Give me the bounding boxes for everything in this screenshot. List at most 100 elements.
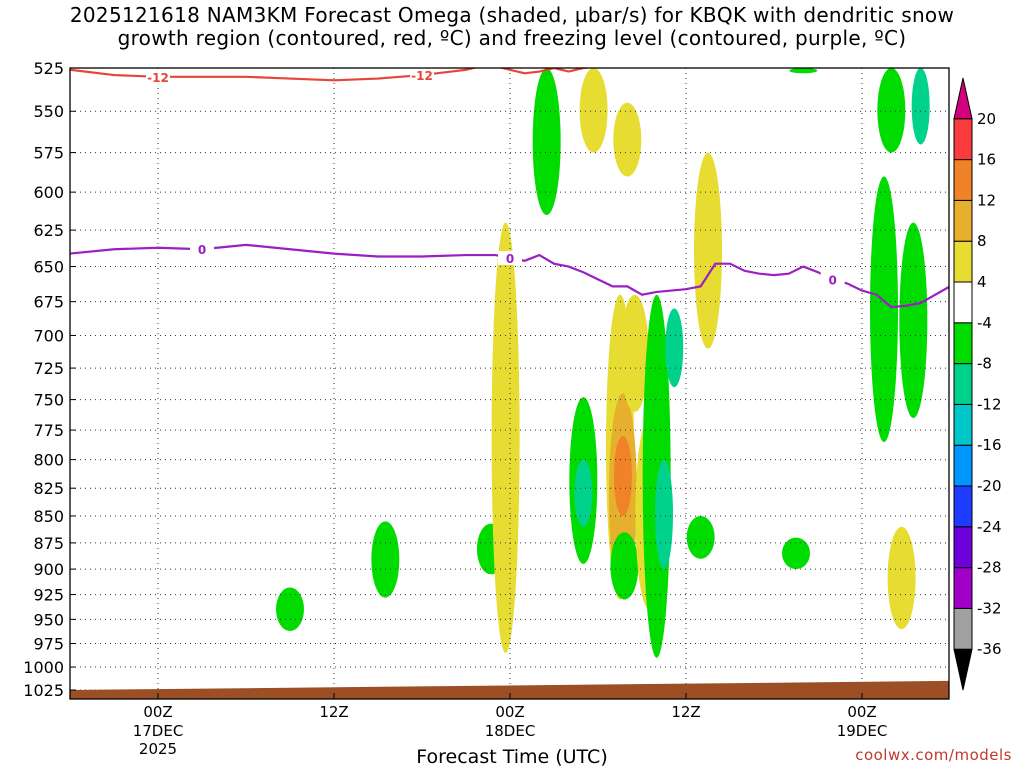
colorbar-label: -16 xyxy=(977,436,1002,454)
y-tick-label: 575 xyxy=(33,144,64,163)
omega-cell-17 xyxy=(665,308,684,388)
y-axis: 525 550 575 600 625 650 675 700 725 750 775 800 825 8… xyxy=(23,59,76,700)
contour-label-bg xyxy=(498,250,522,265)
contour-label-bg xyxy=(146,69,170,84)
grid xyxy=(70,68,949,699)
contour-label: 0 xyxy=(828,273,836,287)
y-tick-label: 700 xyxy=(33,326,64,345)
colorbar-swatch xyxy=(953,526,973,569)
colorbar-swatch xyxy=(953,240,973,283)
colorbar-swatch xyxy=(953,281,973,324)
y-tick-label: 850 xyxy=(33,507,64,526)
omega-cell-23 xyxy=(877,68,906,153)
contour-label: 0 xyxy=(506,252,514,266)
y-tick-label: 675 xyxy=(33,293,64,312)
colorbar-swatch xyxy=(953,199,973,242)
colorbar: -36 -32 -28 -24 -20 -16 -12 -8 -4 4 8 12 16 20 xyxy=(953,77,1002,691)
y-tick-label: 800 xyxy=(33,451,64,470)
title-line-1: 2025121618 NAM3KM Forecast Omega (shaded… xyxy=(69,3,955,27)
y-tick-label: 825 xyxy=(33,479,64,498)
x-tick-label: 12Z xyxy=(319,703,348,721)
contour-label: 0 xyxy=(198,243,206,257)
omega-cell-0 xyxy=(276,587,304,632)
omega-cell-18 xyxy=(686,515,715,559)
omega-cell-26 xyxy=(911,68,930,145)
contours: -12 -12 0 0 0 xyxy=(70,68,949,309)
terrain xyxy=(70,680,949,699)
omega-cell-3 xyxy=(491,222,520,653)
y-tick-label: 975 xyxy=(33,635,64,654)
contour-label-bg xyxy=(410,68,434,83)
omega-cell-22 xyxy=(870,176,898,442)
chart-title: 2025121618 NAM3KM Forecast Omega (shaded… xyxy=(0,4,1024,50)
omega-cell-10 xyxy=(613,436,632,516)
contour-label: -12 xyxy=(411,69,433,83)
title-line-2: growth region (contoured, red, ºC) and f… xyxy=(117,26,907,50)
colorbar-label: -24 xyxy=(977,518,1002,536)
omega-cell-21 xyxy=(789,68,818,74)
omega-cell-7 xyxy=(579,68,608,153)
y-tick-label: 550 xyxy=(33,102,64,121)
x-tick-label: 00Z xyxy=(495,703,524,721)
colorbar-label: 20 xyxy=(977,110,996,128)
colorbar-label: 12 xyxy=(977,191,996,209)
credit-link[interactable]: coolwx.com/models xyxy=(855,746,1012,764)
x-tick-year: 2025 xyxy=(139,740,177,758)
colorbar-swatch xyxy=(953,607,973,650)
y-tick-label: 1000 xyxy=(23,658,64,677)
x-axis-title: Forecast Time (UTC) xyxy=(416,746,608,768)
omega-cell-12 xyxy=(610,532,639,600)
colorbar-label: -20 xyxy=(977,477,1002,495)
y-tick-label: 600 xyxy=(33,183,64,202)
colorbar-swatch xyxy=(953,118,973,161)
omega-cell-19 xyxy=(694,152,722,349)
colorbar-swatch xyxy=(953,77,973,120)
colorbar-label: 16 xyxy=(977,151,996,169)
y-tick-label: 875 xyxy=(33,534,64,553)
omega-shading xyxy=(276,68,930,658)
omega-cell-6 xyxy=(574,459,593,527)
omega-cell-4 xyxy=(532,68,561,216)
y-tick-label: 775 xyxy=(33,421,64,440)
y-tick-label: 525 xyxy=(33,59,64,78)
x-tick-label: 12Z xyxy=(671,703,700,721)
colorbar-swatch xyxy=(953,567,973,609)
contour-line-1 xyxy=(70,243,949,309)
y-tick-label: 950 xyxy=(33,610,64,629)
contour-label-bg xyxy=(820,272,845,287)
colorbar-swatch xyxy=(953,648,973,691)
x-tick-date: 18DEC xyxy=(485,722,536,740)
colorbar-label: -36 xyxy=(977,640,1002,658)
contour-label: -12 xyxy=(147,71,169,85)
colorbar-label: -32 xyxy=(977,599,1002,617)
y-tick-label: 725 xyxy=(33,359,64,378)
colorbar-swatch xyxy=(953,403,973,446)
colorbar-label: 4 xyxy=(977,273,987,291)
x-tick-label: 00Z xyxy=(143,703,172,721)
x-tick-date: 17DEC xyxy=(133,722,184,740)
colorbar-label: 8 xyxy=(977,232,987,250)
colorbar-swatch xyxy=(953,159,973,201)
x-tick-label: 00Z xyxy=(847,703,876,721)
terrain-fill xyxy=(70,680,949,699)
colorbar-label: -8 xyxy=(977,355,992,373)
colorbar-label: -4 xyxy=(977,314,992,332)
y-tick-label: 625 xyxy=(33,221,64,240)
colorbar-swatch xyxy=(953,322,973,365)
y-tick-label: 650 xyxy=(33,258,64,277)
colorbar-label: -12 xyxy=(977,395,1002,413)
omega-cell-16 xyxy=(655,459,673,570)
omega-cell-20 xyxy=(782,537,810,570)
y-tick-label: 1025 xyxy=(23,681,64,700)
x-tick-date: 19DEC xyxy=(837,722,888,740)
y-tick-label: 750 xyxy=(33,391,64,410)
omega-cell-24 xyxy=(887,526,916,630)
omega-cell-1 xyxy=(371,521,400,598)
colorbar-swatch xyxy=(953,444,973,487)
omega-cell-25 xyxy=(899,222,928,419)
omega-cell-13 xyxy=(620,294,649,412)
colorbar-swatch xyxy=(953,485,973,528)
omega-cell-11 xyxy=(613,102,642,177)
